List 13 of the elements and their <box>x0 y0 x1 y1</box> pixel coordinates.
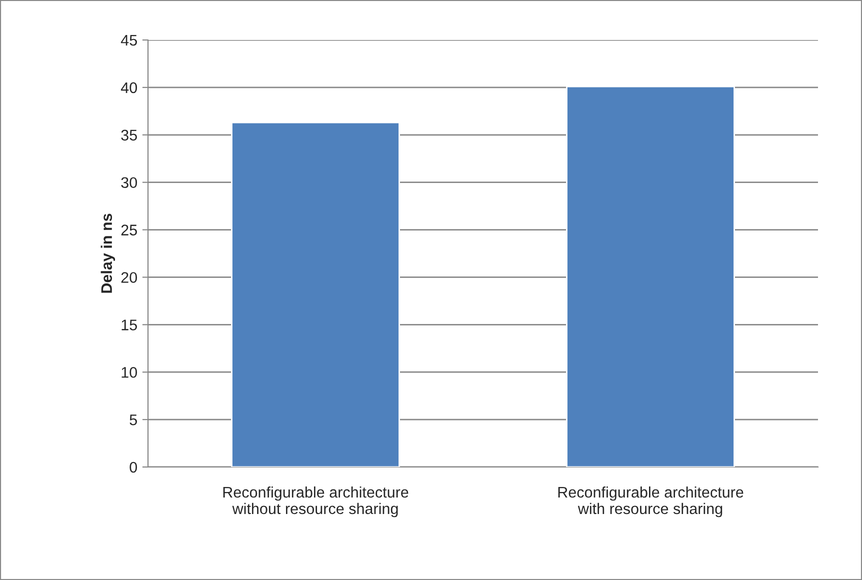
y-tick-label: 20 <box>121 272 137 283</box>
y-tick-label: 35 <box>121 130 137 141</box>
y-axis-title: Delay in ns <box>100 214 116 293</box>
y-tick-label: 30 <box>121 177 137 188</box>
y-tick-label: 0 <box>130 462 137 473</box>
y-tick-label: 15 <box>122 320 137 330</box>
y-tick-label: 40 <box>120 82 137 94</box>
y-tick-label: 45 <box>120 35 137 46</box>
y-tick-label: 5 <box>130 414 137 426</box>
y-tick-label: 10 <box>122 366 137 378</box>
y-tick-label: 25 <box>121 224 137 236</box>
x-tick-label: Reconfigurable architecture with resource sharing <box>558 486 744 518</box>
x-tick-label: Reconfigurable architecture without resource sharing <box>223 486 408 518</box>
